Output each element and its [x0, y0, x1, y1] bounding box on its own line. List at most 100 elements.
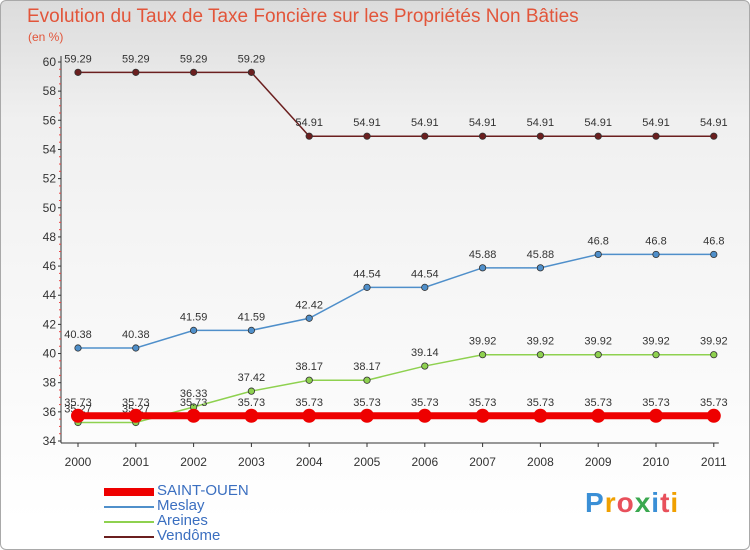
data-label: 35.73	[469, 397, 497, 409]
data-point	[128, 408, 143, 423]
legend-swatch	[104, 488, 154, 496]
series-line-areines	[78, 353, 714, 424]
data-label: 38.17	[353, 361, 381, 373]
data-label: 35.73	[180, 397, 208, 409]
data-label: 54.91	[411, 117, 439, 129]
data-point	[305, 376, 313, 384]
data-label: 35.73	[642, 397, 670, 409]
data-point	[186, 408, 201, 423]
data-label: 36.33	[180, 388, 208, 400]
y-tick-label: 56	[43, 113, 57, 127]
data-point	[533, 408, 548, 423]
legend-swatch	[104, 506, 154, 508]
data-point	[421, 362, 429, 370]
y-tick-label: 46	[43, 259, 57, 273]
data-label: 35.73	[122, 397, 150, 409]
data-label: 39.92	[469, 336, 497, 348]
data-point	[710, 250, 718, 259]
data-label: 39.14	[411, 347, 439, 359]
data-point	[363, 283, 371, 291]
data-label: 54.91	[469, 117, 497, 129]
data-label: 38.17	[295, 361, 323, 373]
data-point	[536, 264, 545, 272]
data-label: 40.38	[122, 329, 150, 341]
x-tick-label: 2008	[527, 455, 554, 469]
data-label: 35.73	[411, 397, 439, 409]
data-label: 54.91	[295, 117, 323, 129]
legend-label: Areines	[157, 512, 208, 529]
legend-swatch	[104, 521, 154, 523]
series-line-vendôme	[78, 71, 714, 137]
data-point	[478, 351, 487, 359]
y-tick-label: 58	[43, 84, 57, 98]
data-point	[305, 132, 313, 140]
data-point	[652, 250, 660, 259]
y-tick-label: 34	[43, 434, 57, 448]
data-point	[74, 68, 82, 76]
y-tick-label: 44	[43, 288, 57, 302]
data-label: 46.8	[587, 235, 608, 247]
data-point	[652, 351, 660, 359]
data-label: 35.73	[700, 397, 728, 409]
x-tick-label: 2002	[180, 455, 207, 469]
data-point	[190, 326, 198, 334]
data-point	[421, 283, 429, 291]
data-label: 44.54	[411, 268, 439, 280]
data-point	[421, 132, 429, 140]
data-point	[706, 408, 721, 423]
data-point	[360, 408, 374, 423]
data-point	[536, 132, 545, 140]
data-label: 54.91	[584, 117, 612, 129]
legend-swatch	[104, 536, 154, 538]
data-label: 37.42	[238, 372, 266, 384]
data-point	[475, 408, 490, 423]
x-tick-label: 2005	[354, 455, 381, 469]
data-point	[247, 387, 255, 395]
data-label: 35.73	[527, 397, 555, 409]
y-tick-label: 48	[43, 230, 57, 244]
data-point	[417, 408, 432, 423]
data-point	[536, 351, 545, 359]
data-point	[652, 132, 660, 140]
legend-label: Meslay	[157, 497, 205, 514]
legend-label: SAINT-OUEN	[157, 482, 249, 499]
data-label: 39.92	[642, 336, 670, 348]
data-label: 35.73	[295, 397, 323, 409]
data-point	[71, 408, 85, 423]
data-label: 59.29	[64, 53, 92, 65]
data-label: 44.54	[353, 268, 381, 280]
data-label: 45.88	[469, 249, 497, 261]
data-label: 45.88	[527, 249, 555, 261]
data-point	[190, 68, 198, 76]
x-tick-label: 2000	[65, 455, 92, 469]
data-label: 39.92	[700, 336, 728, 348]
y-tick-label: 40	[43, 347, 57, 361]
x-tick-label: 2007	[469, 455, 496, 469]
data-label: 35.73	[238, 397, 266, 409]
x-tick-label: 2009	[585, 455, 612, 469]
chart-title: Evolution du Taux de Taxe Foncière sur l…	[27, 6, 579, 27]
data-point	[710, 351, 718, 359]
data-point	[363, 132, 371, 140]
data-point	[591, 408, 606, 423]
y-tick-label: 38	[43, 376, 57, 390]
data-point	[710, 132, 718, 140]
proxiti-logo: Proxiti	[585, 487, 680, 518]
series-line-meslay	[78, 253, 714, 349]
data-point	[132, 68, 140, 76]
data-label: 59.29	[180, 53, 208, 65]
data-point	[74, 344, 82, 352]
y-tick-label: 54	[43, 142, 57, 156]
data-label: 41.59	[238, 311, 266, 323]
data-point	[363, 376, 371, 384]
x-tick-label: 2001	[122, 455, 149, 469]
data-point	[478, 264, 487, 272]
x-tick-label: 2010	[643, 455, 670, 469]
x-tick-label: 2003	[238, 455, 265, 469]
y-tick-label: 52	[43, 172, 57, 186]
x-tick-label: 2006	[411, 455, 438, 469]
legend-label: Vendôme	[157, 527, 221, 544]
data-label: 35.73	[584, 397, 612, 409]
